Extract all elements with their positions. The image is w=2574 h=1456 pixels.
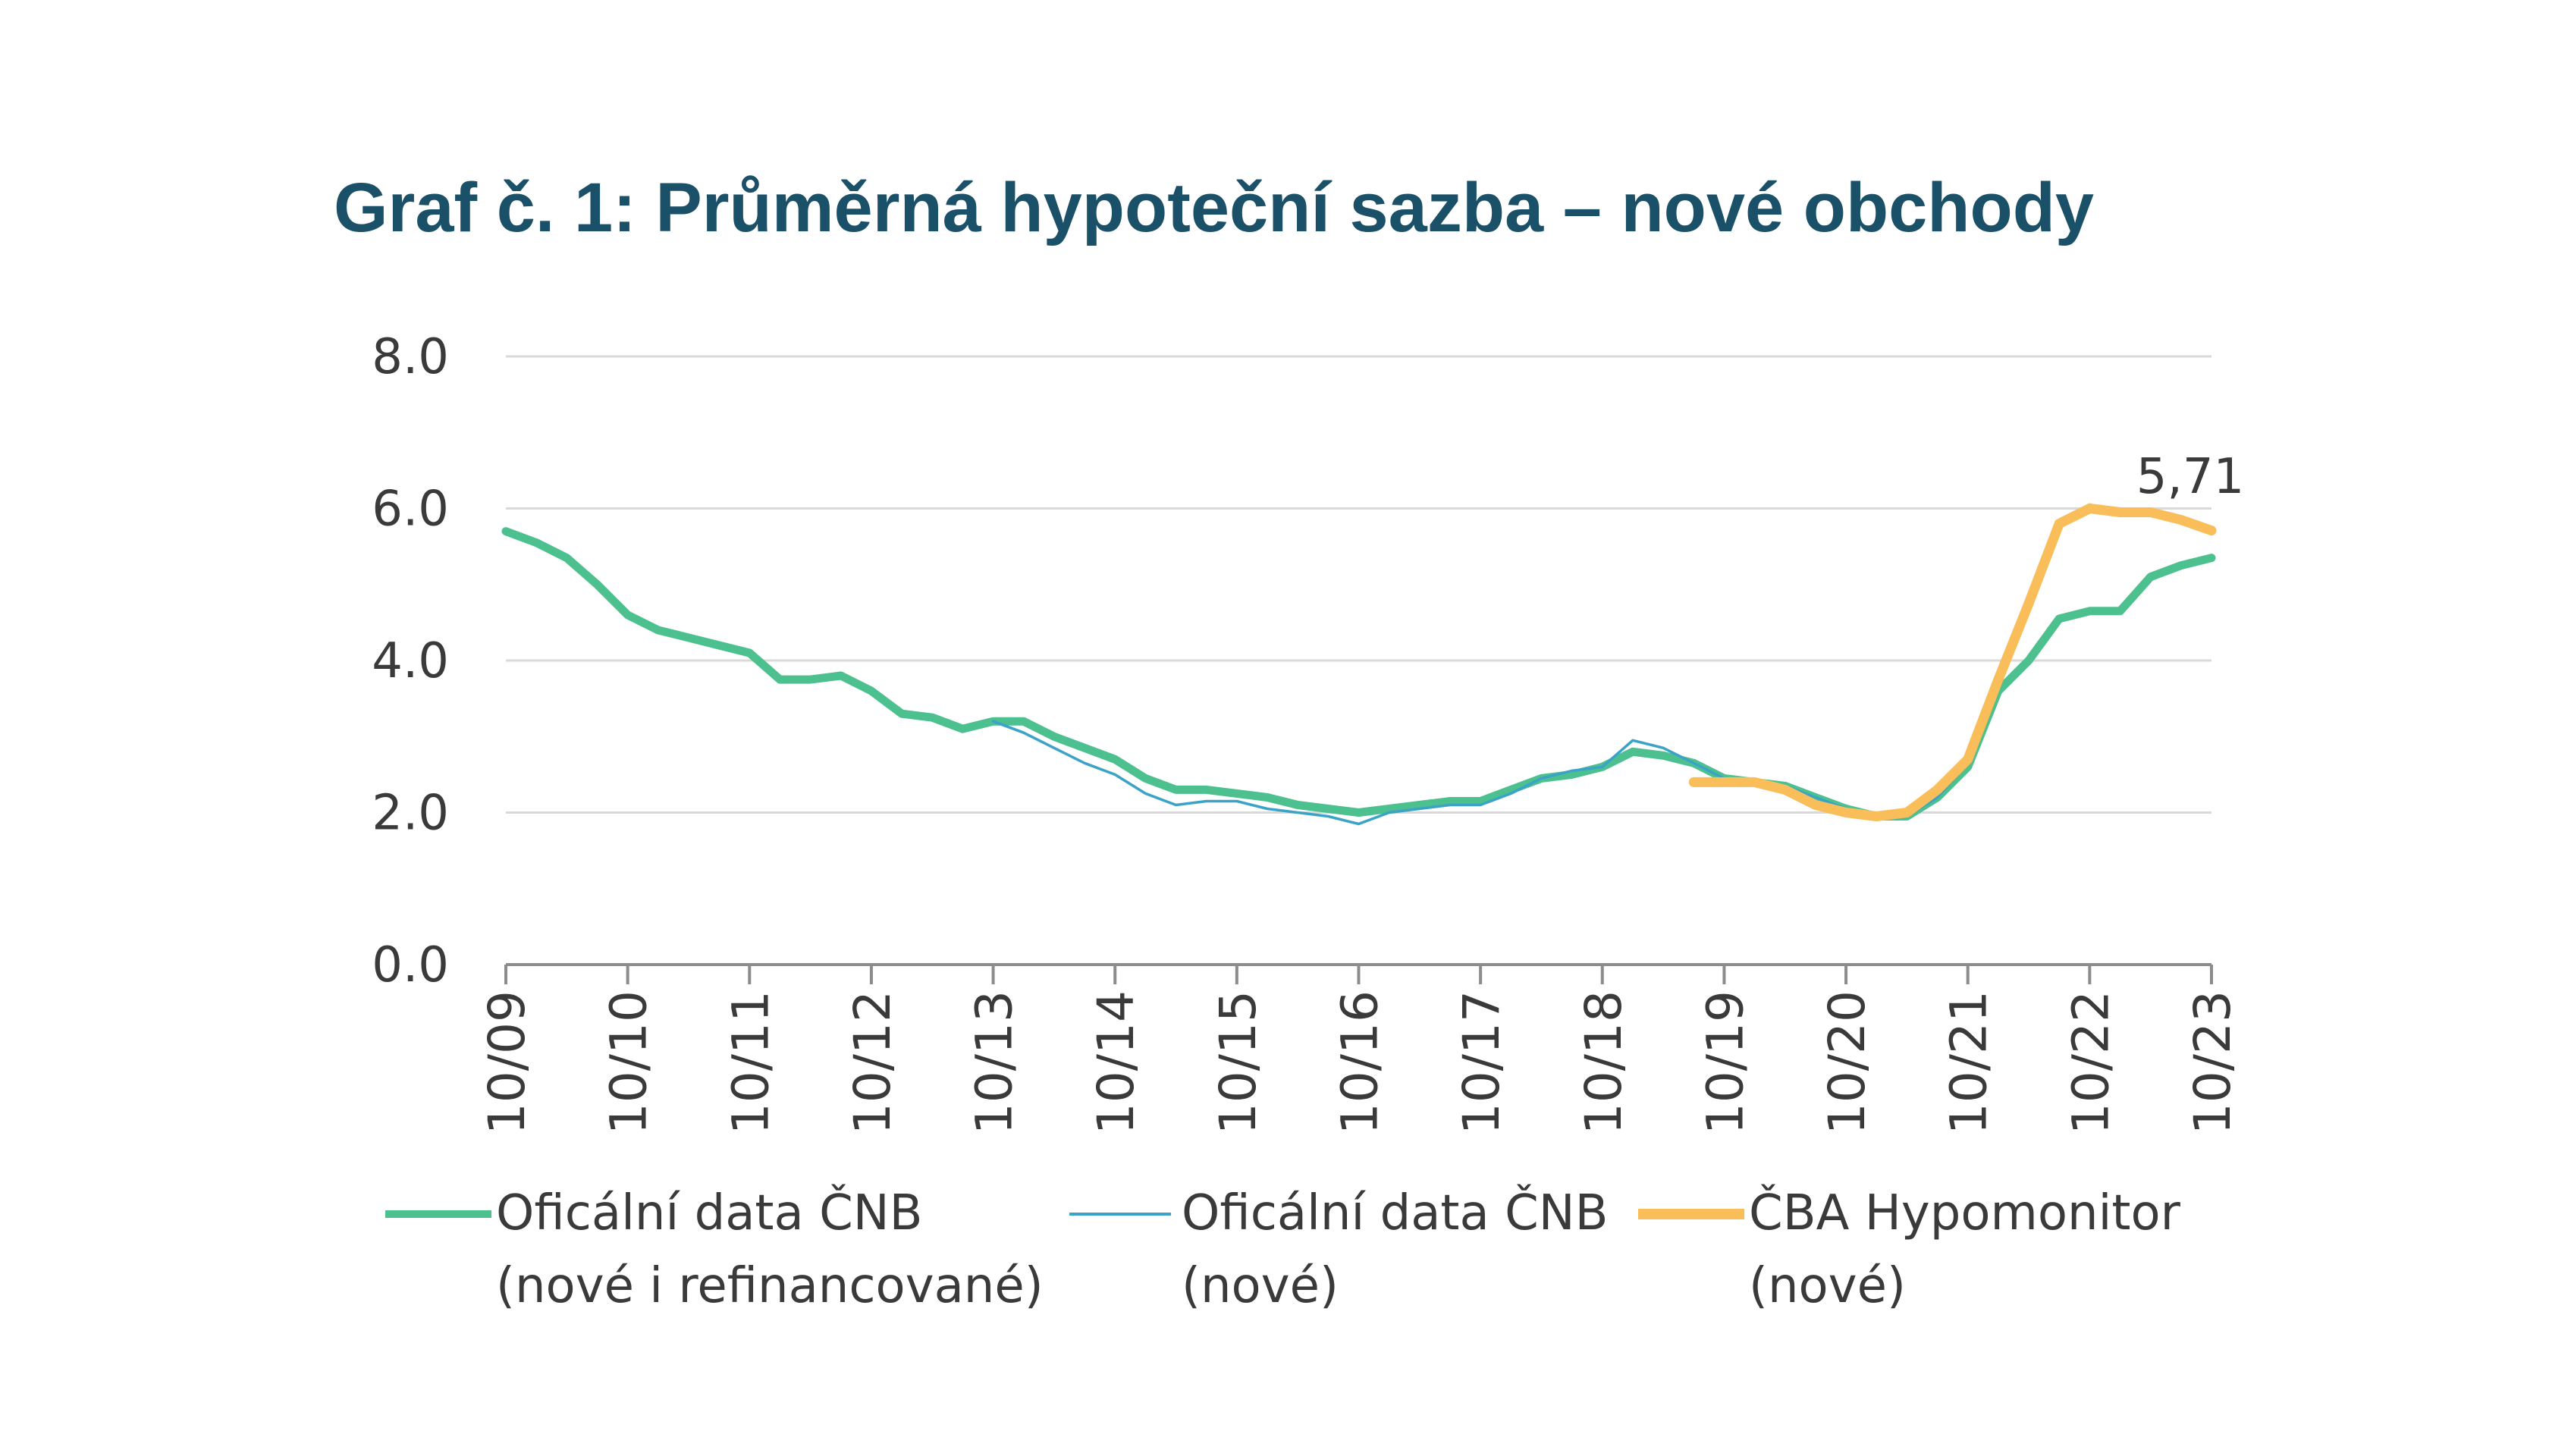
- legend-swatch-cnb-new: [1069, 1213, 1171, 1216]
- y-tick-label: 6.0: [372, 482, 449, 538]
- legend-entry-cnb-new: Oficální data ČNB (nové): [1069, 1177, 1615, 1329]
- legend-swatch-cnb-all: [385, 1210, 491, 1218]
- x-tick-label: 10/21: [1940, 990, 1998, 1134]
- annotations: 5,71: [2136, 449, 2245, 505]
- legend-entry-cba-hypomonitor: ČBA Hypomonitor (nové): [1638, 1177, 2215, 1329]
- x-tick-label: 10/20: [1818, 990, 1876, 1134]
- y-tick-label: 8.0: [372, 329, 449, 385]
- x-tick-label: 10/16: [1331, 990, 1389, 1134]
- series-lines: [501, 503, 2217, 826]
- x-tick-label: 10/23: [2183, 990, 2242, 1134]
- legend-label-line2: (nové): [1182, 1258, 1339, 1314]
- x-tick-label: 10/14: [1087, 990, 1145, 1134]
- x-tick-label: 10/13: [965, 990, 1024, 1134]
- last-value-annotation: 5,71: [2136, 449, 2245, 505]
- legend-label-line2: (nové i refinancované): [496, 1258, 1044, 1314]
- y-tick-label: 0.0: [372, 937, 449, 993]
- legend-label-line1: Oficální data ČNB: [496, 1185, 923, 1241]
- x-tick-label: 10/15: [1209, 990, 1267, 1134]
- y-axis-ticks: 0.0 2.0 4.0 6.0 8.0: [372, 329, 449, 993]
- x-tick-label: 10/19: [1696, 990, 1754, 1134]
- y-tick-label: 4.0: [372, 633, 449, 689]
- series-line-cba-hypomonitor: [1688, 504, 2217, 821]
- x-tick-label: 10/11: [721, 990, 780, 1134]
- legend-label-line1: Oficální data ČNB: [1182, 1185, 1609, 1241]
- legend-entry-cnb-all: Oficální data ČNB (nové i refinancované): [385, 1177, 1068, 1329]
- grid-lines: [506, 355, 2211, 814]
- x-tick-label: 10/18: [1574, 990, 1633, 1134]
- x-tick-label: 10/10: [600, 990, 658, 1134]
- chart-title: Graf č. 1: Průměrná hypoteční sazba – no…: [334, 169, 2095, 246]
- x-tick-label: 10/22: [2061, 990, 2120, 1134]
- y-tick-label: 2.0: [372, 786, 449, 842]
- legend-label-line1: ČBA Hypomonitor: [1749, 1185, 2180, 1241]
- x-tick-label: 10/17: [1452, 990, 1511, 1134]
- x-tick-label: 10/09: [478, 990, 536, 1134]
- legend-swatch-cba-hypomonitor: [1638, 1209, 1744, 1219]
- x-axis-ticks: 10/09 10/10 10/11 10/12 10/13 10/14 10/15 10/16…: [478, 965, 2242, 1134]
- legend-label-line2: (nové): [1749, 1258, 1906, 1314]
- x-tick-label: 10/12: [843, 990, 902, 1134]
